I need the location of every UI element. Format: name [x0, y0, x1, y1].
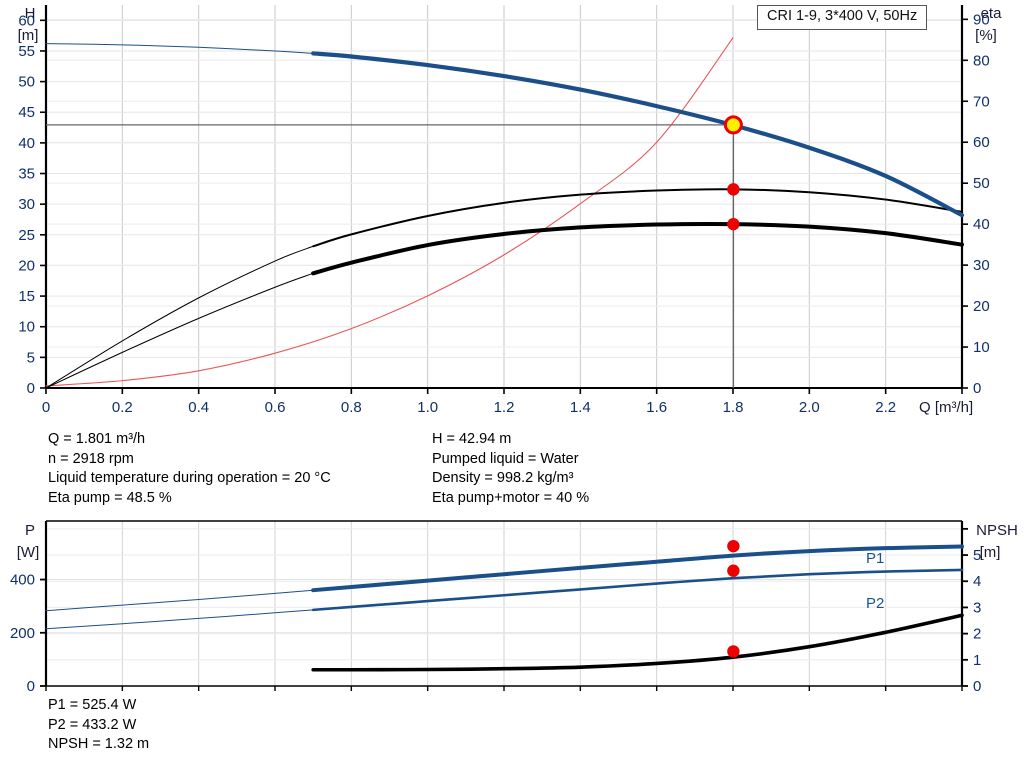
- tick-label: 80: [973, 52, 990, 69]
- tick-label: 0.6: [265, 399, 286, 416]
- tick-label: 2.2: [875, 399, 896, 416]
- curve-thick: [311, 221, 964, 276]
- top-left-axis-title-2: [m]: [18, 27, 39, 44]
- marker-p1: [727, 539, 740, 553]
- tick-label: 55: [18, 43, 35, 60]
- tick-label: 2.0: [799, 399, 820, 416]
- curve-thick: [312, 188, 963, 248]
- tick-label: 60: [18, 12, 35, 29]
- tick-label: 1.4: [570, 399, 591, 416]
- bottom-left-axis-title-1: P: [25, 522, 35, 539]
- tick-label: 0.4: [188, 399, 209, 416]
- curve-label-p2: P2: [866, 595, 884, 612]
- marker-eta-pump-motor: [727, 217, 740, 231]
- tick-label: 0: [27, 380, 35, 397]
- curve-label-p1: P1: [866, 550, 884, 567]
- curve-thin: [45, 245, 314, 389]
- marker-npsh: [727, 645, 740, 658]
- top-chart-curves: [45, 37, 965, 389]
- info-bottom-line-2: NPSH = 1.32 m: [48, 736, 150, 753]
- bottom-right-axis-title-1: NPSH: [976, 522, 1018, 539]
- tick-label: 1.0: [417, 399, 438, 416]
- tick-label: 90: [973, 11, 990, 28]
- curve-thick-npsh: [311, 613, 964, 672]
- info-left-line-0: Q = 1.801 m³/h: [48, 431, 146, 447]
- tick-label: 3: [973, 599, 981, 616]
- tick-label: 30: [18, 196, 35, 213]
- tick-label: 0.2: [112, 399, 133, 416]
- curve-thick: [311, 51, 965, 218]
- marker-eta-pump: [727, 183, 740, 196]
- top-chart-ticks: 0 5 10 15 20 25 30 35 40 45 50 55 60 0 10 20 30 40 50 60 70 8…: [18, 11, 989, 416]
- curve-thin-p2: [45, 609, 314, 630]
- tick-label: 25: [18, 227, 35, 244]
- tick-label: 5: [27, 349, 35, 366]
- tick-label: 2: [973, 626, 981, 643]
- info-right-line-3: Eta pump+motor = 40 %: [432, 489, 590, 506]
- bottom-chart-curves: [45, 544, 964, 672]
- info-block-right: H = 42.94 m Pumped liquid = Water Densit…: [432, 430, 589, 508]
- curve-thick-p1: [311, 544, 964, 593]
- bottom-chart-duty-point: [727, 539, 740, 658]
- top-left-axis-title-1: H: [25, 5, 36, 22]
- curve-thin: [45, 43, 314, 54]
- info-left-line-1: n = 2918 rpm: [48, 450, 134, 467]
- tick-label: 20: [973, 298, 990, 315]
- tick-label: 400: [10, 572, 35, 589]
- tick-label: 1.8: [723, 399, 744, 416]
- tick-label: 35: [18, 166, 35, 183]
- info-right-line-0: H = 42.94 m: [432, 431, 512, 447]
- tick-label: 60: [973, 134, 990, 151]
- tick-label: 40: [18, 135, 35, 152]
- curve-thin: [45, 272, 314, 389]
- tick-label: 30: [973, 257, 990, 274]
- tick-label: 50: [18, 74, 35, 91]
- bottom-left-axis-title-2: [W]: [17, 544, 40, 561]
- tick-label: 0: [27, 678, 35, 695]
- tick-label: 0: [973, 678, 981, 695]
- bottom-right-axis-title-2: [m]: [980, 544, 1001, 561]
- top-x-axis-title: Q [m³/h]: [919, 399, 973, 416]
- head-efficiency-chart: 0 5 10 15 20 25 30 35 40 45 50 55 60 0 10 20 30 40 50 60 70 8…: [18, 5, 1003, 416]
- curve-thick-p2: [311, 568, 964, 612]
- power-npsh-chart: 0 200 400 0 1 2 3 4 5 P [W] NPSH [m] P1 P2: [10, 520, 1018, 695]
- tick-label: 50: [973, 175, 990, 192]
- top-right-axis-title-2: [%]: [975, 27, 997, 44]
- curve-power-red-right-scaled-: [45, 37, 734, 387]
- tick-label: 45: [18, 104, 35, 121]
- info-bottom-line-0: P1 = 525.4 W: [48, 697, 137, 713]
- tick-label: 0.8: [341, 399, 362, 416]
- info-left-line-2: Liquid temperature during operation = 20…: [48, 470, 331, 487]
- tick-label: 70: [973, 93, 990, 110]
- tick-label: 10: [973, 339, 990, 356]
- tick-label: 0: [973, 380, 981, 397]
- top-chart-duty-point: [46, 115, 743, 388]
- tick-label: 20: [18, 257, 35, 274]
- tick-label: 200: [10, 625, 35, 642]
- info-block-bottom: P1 = 525.4 W P2 = 433.2 W NPSH = 1.32 m: [48, 696, 149, 755]
- duty-point-marker: [723, 115, 743, 135]
- tick-label: 15: [18, 288, 35, 305]
- tick-label: 4: [973, 573, 981, 590]
- info-left-line-3: Eta pump = 48.5 %: [48, 489, 172, 506]
- top-chart-gridlines: [46, 5, 963, 388]
- tick-label: 1.6: [646, 399, 667, 416]
- info-right-line-2: Density = 998.2 kg/m³: [432, 470, 574, 487]
- tick-label: 5: [973, 547, 981, 564]
- tick-label: 1: [973, 652, 981, 669]
- tick-label: 0: [42, 399, 50, 416]
- info-bottom-line-1: P2 = 433.2 W: [48, 716, 137, 733]
- info-block-left: Q = 1.801 m³/h n = 2918 rpm Liquid tempe…: [48, 430, 331, 508]
- marker-p2: [727, 564, 740, 577]
- top-right-axis-title-1: eta: [981, 5, 1003, 22]
- info-right-line-1: Pumped liquid = Water: [432, 450, 579, 467]
- tick-label: 10: [18, 319, 35, 336]
- tick-label: 40: [973, 216, 990, 233]
- curve-thin-p1: [45, 589, 314, 612]
- bottom-chart-gridlines: [46, 521, 962, 686]
- bottom-chart-ticks: 0 200 400 0 1 2 3 4 5: [10, 527, 981, 695]
- tick-label: 1.2: [494, 399, 515, 416]
- chart-title-box: CRI 1-9, 3*400 V, 50Hz: [757, 5, 928, 30]
